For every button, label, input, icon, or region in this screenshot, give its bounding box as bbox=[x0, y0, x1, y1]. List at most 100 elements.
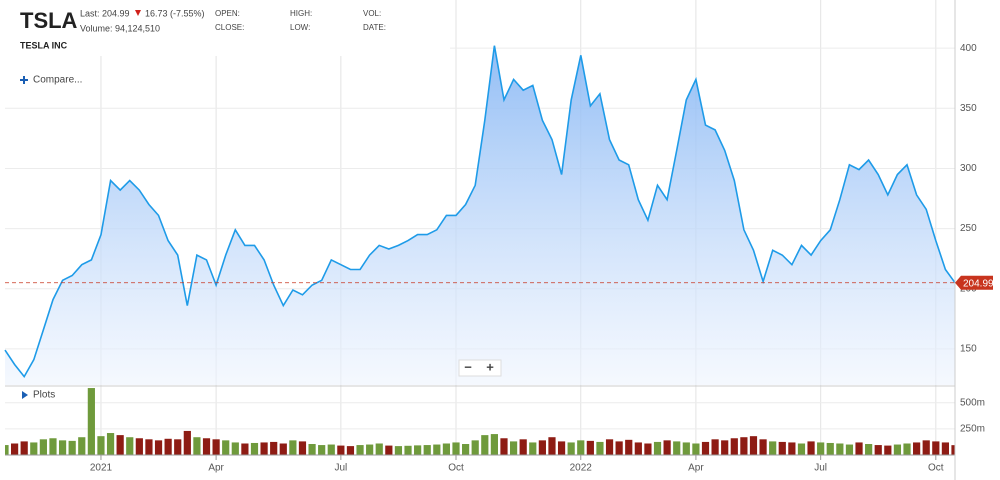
volume-bar bbox=[298, 441, 307, 455]
volume-bar bbox=[164, 438, 172, 455]
volume-bar bbox=[68, 440, 76, 455]
volume-bar bbox=[452, 442, 460, 455]
volume-bar bbox=[865, 444, 873, 455]
x-tick-label: 2022 bbox=[570, 463, 593, 474]
volume-bar bbox=[826, 442, 834, 455]
y-tick-label: 500m bbox=[960, 397, 985, 408]
plots-label[interactable]: Plots bbox=[33, 390, 55, 401]
volume-bar bbox=[874, 445, 882, 455]
volume-bar bbox=[174, 439, 182, 455]
x-tick-label: Jul bbox=[814, 463, 827, 474]
field-label: VOL: bbox=[363, 9, 381, 18]
volume-bar bbox=[951, 445, 955, 455]
volume-bar bbox=[442, 443, 451, 455]
compare-label[interactable]: Compare... bbox=[33, 75, 82, 86]
volume-bar bbox=[337, 445, 345, 455]
volume-bar bbox=[548, 437, 556, 455]
volume-bar bbox=[836, 443, 844, 455]
x-tick-label: Apr bbox=[688, 463, 704, 474]
volume-bar bbox=[222, 440, 230, 455]
triangle-icon bbox=[22, 391, 28, 399]
volume-bar bbox=[375, 443, 383, 455]
volume-bar bbox=[557, 441, 566, 455]
zoom-box bbox=[458, 359, 502, 377]
volume-bar bbox=[644, 443, 652, 455]
x-tick-label: Apr bbox=[208, 463, 224, 474]
x-tick-label: Oct bbox=[448, 463, 464, 474]
y-tick-label: 350 bbox=[960, 103, 977, 114]
field-label: LOW: bbox=[290, 23, 310, 32]
volume-bar bbox=[797, 443, 806, 455]
volume-bar bbox=[769, 441, 777, 455]
volume-bar bbox=[529, 442, 537, 455]
volume-bar bbox=[701, 441, 710, 455]
volume-bar bbox=[20, 441, 28, 455]
volume-bar bbox=[922, 440, 930, 455]
volume-bar bbox=[490, 434, 498, 455]
volume-bar bbox=[596, 441, 604, 455]
plots-button[interactable]: Plots bbox=[22, 390, 55, 401]
volume-bar bbox=[500, 438, 508, 455]
volume-bar bbox=[884, 445, 892, 455]
volume-bar bbox=[673, 441, 681, 455]
volume-bar bbox=[231, 442, 239, 455]
volume-bar bbox=[30, 442, 38, 455]
volume-bar bbox=[692, 443, 700, 455]
volume-bar bbox=[327, 444, 335, 455]
symbol: TSLA bbox=[20, 8, 78, 33]
change: 16.73 (-7.55%) bbox=[145, 8, 205, 18]
volume: Volume: 94,124,510 bbox=[80, 23, 160, 33]
volume-bar bbox=[97, 436, 105, 455]
volume-bar bbox=[289, 440, 297, 455]
volume-bar bbox=[58, 440, 67, 455]
volume-bar bbox=[308, 444, 316, 455]
volume-bar bbox=[135, 438, 143, 455]
volume-bar bbox=[788, 442, 796, 455]
zoom-in[interactable]: + bbox=[486, 359, 494, 374]
field-label: HIGH: bbox=[290, 9, 312, 18]
volume-bar bbox=[903, 443, 911, 455]
volume-bar bbox=[116, 435, 124, 455]
volume-bar bbox=[941, 442, 950, 455]
down-arrow bbox=[135, 10, 141, 16]
volume-bar bbox=[711, 439, 719, 455]
volume-bar bbox=[509, 441, 518, 455]
volume-bar bbox=[471, 440, 479, 455]
volume-bar bbox=[260, 442, 268, 455]
company-name: TESLA INC bbox=[20, 40, 68, 50]
volume-bar bbox=[87, 388, 95, 455]
volume-bar bbox=[855, 442, 863, 455]
volume-bar bbox=[663, 440, 671, 455]
volume-bar bbox=[49, 438, 57, 455]
field-label: OPEN: bbox=[215, 9, 240, 18]
y-tick-label: 300 bbox=[960, 163, 977, 174]
compare-button[interactable]: Compare... bbox=[20, 75, 82, 86]
last: Last: 204.99 bbox=[80, 8, 130, 18]
volume-bar bbox=[586, 440, 594, 455]
volume-bar bbox=[759, 439, 767, 455]
x-tick-label: Oct bbox=[928, 463, 944, 474]
volume-bar bbox=[106, 433, 115, 455]
volume-bar bbox=[356, 445, 364, 455]
volume-bar bbox=[433, 444, 441, 455]
plus-icon bbox=[20, 76, 28, 84]
volume-bar bbox=[682, 442, 690, 455]
volume-bar bbox=[519, 439, 527, 455]
volume-bar bbox=[932, 441, 940, 455]
x-tick-label: Jul bbox=[334, 463, 347, 474]
volume-bar bbox=[538, 440, 546, 455]
volume-bar bbox=[212, 439, 220, 455]
volume-bar bbox=[154, 440, 163, 455]
volume-bar bbox=[625, 439, 633, 455]
zoom-out[interactable]: − bbox=[464, 359, 472, 374]
volume-bar bbox=[615, 441, 623, 455]
volume-bar bbox=[893, 444, 902, 455]
last-price-tag bbox=[955, 275, 993, 290]
area bbox=[5, 45, 955, 385]
volume-bar bbox=[423, 445, 431, 455]
y-tick-label: 250 bbox=[960, 223, 977, 234]
plot-layer: 2021AprJulOct2022AprJulOct15020025030035… bbox=[4, 0, 985, 474]
volume-bar bbox=[481, 435, 489, 455]
volume-bar bbox=[78, 437, 86, 455]
